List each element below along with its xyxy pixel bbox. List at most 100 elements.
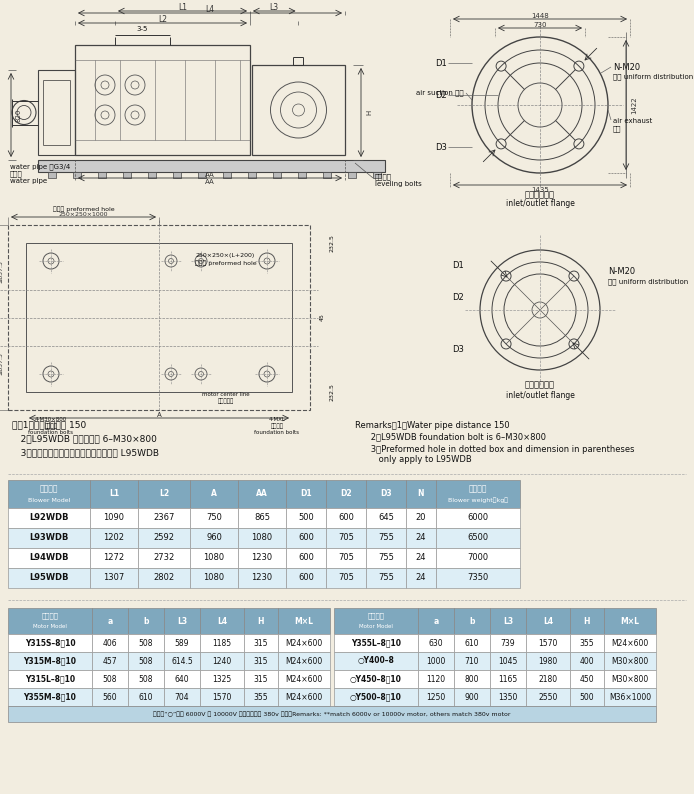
Text: AA: AA [205,172,215,178]
Text: a: a [433,616,439,626]
Bar [570,634,604,652]
Text: L2: L2 [158,16,167,25]
Text: A: A [211,489,217,499]
Text: Y315L–8，10: Y315L–8，10 [25,674,75,684]
Bar [436,548,520,568]
Bar [326,548,366,568]
Text: 1080: 1080 [203,573,225,583]
Bar [326,480,366,508]
Bar [138,548,190,568]
Bar [128,634,164,652]
Text: M24×600: M24×600 [285,692,323,702]
Bar [366,508,406,528]
Bar [164,670,200,688]
Bar [604,670,656,688]
Text: 315: 315 [254,638,269,647]
Text: 电机型号: 电机型号 [42,612,58,619]
Text: H: H [584,616,591,626]
Bar [8,528,90,548]
Text: 2550: 2550 [539,692,558,702]
Bar [418,652,454,670]
Text: 4-M30×800
地脚螺栓
foundation bolts: 4-M30×800 地脚螺栓 foundation bolts [28,418,74,434]
Bar [238,528,286,548]
Bar [128,670,164,688]
Text: 900: 900 [465,692,480,702]
Bar [244,670,278,688]
Bar [200,688,244,706]
Bar [278,608,330,634]
Text: a: a [108,616,112,626]
Text: 614.5: 614.5 [171,657,193,665]
Text: 589: 589 [175,638,189,647]
Text: D1: D1 [301,489,312,499]
Bar [90,568,138,588]
Text: 645: 645 [378,514,394,522]
Text: 1080: 1080 [251,534,273,542]
Text: 1120: 1120 [426,674,446,684]
Text: Motor Model: Motor Model [359,624,393,629]
Text: 风机型号: 风机型号 [40,484,58,493]
Text: 注：1、输水管间距为 150: 注：1、输水管间距为 150 [12,421,86,430]
Text: Y355L–8，10: Y355L–8，10 [351,638,401,647]
Text: D2: D2 [452,294,464,303]
Bar [8,688,92,706]
Bar [138,480,190,508]
Bar [323,172,331,178]
Bar [248,172,256,178]
Text: 1435: 1435 [531,187,549,193]
Text: water pipe: water pipe [10,178,47,184]
Text: 1090: 1090 [103,514,124,522]
Text: L3: L3 [503,616,513,626]
Bar [406,480,436,508]
Bar [334,634,418,652]
Bar [123,172,131,178]
Text: only apply to L95WDB: only apply to L95WDB [355,454,472,464]
Text: 250×250×1000: 250×250×1000 [59,211,108,217]
Text: L95WDB: L95WDB [29,573,69,583]
Text: 1045: 1045 [498,657,518,665]
Bar [90,528,138,548]
Bar [454,608,490,634]
Bar [373,172,381,178]
Bar [200,608,244,634]
Bar [326,568,366,588]
Text: L94WDB: L94WDB [29,553,69,562]
Text: ○Y400–8: ○Y400–8 [357,657,394,665]
Text: L4: L4 [217,616,227,626]
Bar [490,634,526,652]
Text: 注：带“○”选用 6000V 或 10000V 电机，其余为 380v 电机。Remarks: **match 6000v or 10000v motor, o: 注：带“○”选用 6000V 或 10000V 电机，其余为 380v 电机。R… [153,711,511,717]
Text: M24×600: M24×600 [285,657,323,665]
Bar [8,548,90,568]
Text: D1: D1 [452,260,464,269]
Bar [526,608,570,634]
Bar [223,172,231,178]
Bar [8,508,90,528]
Bar [406,528,436,548]
Text: motor center line
电机中心线: motor center line 电机中心线 [202,392,249,404]
Bar [200,652,244,670]
Text: N: N [418,489,424,499]
Text: Blower Model: Blower Model [28,498,70,503]
Bar [436,528,520,548]
Text: 3、虚线框内预留孔及括号内尺寸仅用于 L95WDB: 3、虚线框内预留孔及括号内尺寸仅用于 L95WDB [12,449,159,457]
Text: 24: 24 [416,534,426,542]
Bar [526,670,570,688]
Text: L3: L3 [177,616,187,626]
Bar [148,172,156,178]
Text: 755: 755 [378,534,394,542]
Bar [244,688,278,706]
Text: 500: 500 [579,692,594,702]
Text: 电机型号: 电机型号 [368,612,384,619]
Text: 均布 uniform distribution: 均布 uniform distribution [613,74,693,80]
Bar [526,634,570,652]
Bar [348,172,356,178]
Bar [92,670,128,688]
Text: 705: 705 [338,553,354,562]
Text: L4: L4 [205,6,214,14]
Bar [90,480,138,508]
Text: 800: 800 [465,674,480,684]
Bar [418,670,454,688]
Bar [8,225,310,410]
Text: N-M20: N-M20 [613,63,640,71]
Bar [92,652,128,670]
